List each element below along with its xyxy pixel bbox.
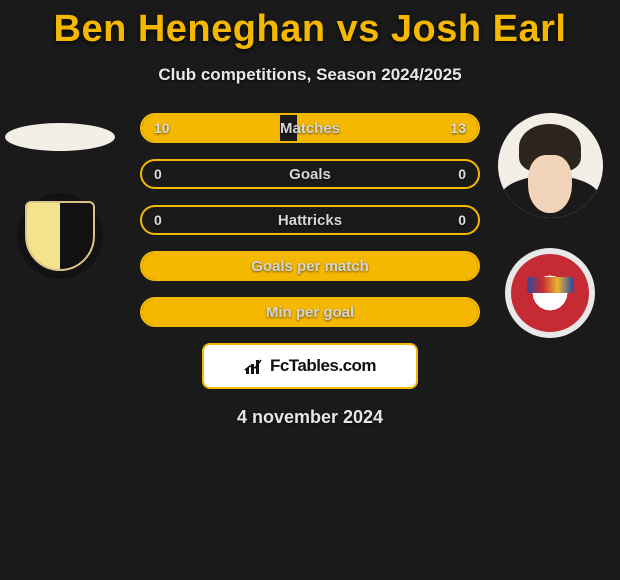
stat-row: 0 Hattricks 0 <box>140 205 480 235</box>
comparison-body: 10 Matches 13 0 Goals 0 0 Hattricks 0 Go… <box>0 113 620 428</box>
stat-label: Goals per match <box>142 253 478 279</box>
circle-badge-icon <box>511 254 589 332</box>
stat-row: Goals per match <box>140 251 480 281</box>
stat-label: Min per goal <box>142 299 478 325</box>
right-column <box>490 113 610 338</box>
shield-icon <box>25 201 95 271</box>
stat-rows: 10 Matches 13 0 Goals 0 0 Hattricks 0 Go… <box>140 113 480 327</box>
stat-value-right: 13 <box>438 115 478 141</box>
stat-value-right <box>454 299 478 325</box>
bar-chart-icon <box>244 356 266 376</box>
badge-banner-icon <box>527 277 573 293</box>
stat-value-right: 0 <box>446 207 478 233</box>
stat-row: 0 Goals 0 <box>140 159 480 189</box>
stat-label: Matches <box>142 115 478 141</box>
comparison-subtitle: Club competitions, Season 2024/2025 <box>0 65 620 85</box>
left-column <box>0 113 120 279</box>
stat-label: Goals <box>142 161 478 187</box>
stat-value-right <box>454 253 478 279</box>
avatar-face <box>528 155 572 213</box>
branding-text: FcTables.com <box>270 356 376 376</box>
player-left-avatar <box>5 123 115 151</box>
comparison-title: Ben Heneghan vs Josh Earl <box>0 0 620 51</box>
comparison-date: 4 november 2024 <box>0 407 620 428</box>
club-right-badge <box>505 248 595 338</box>
branding-card: FcTables.com <box>202 343 418 389</box>
club-left-badge <box>17 193 103 279</box>
stat-label: Hattricks <box>142 207 478 233</box>
stat-row: 10 Matches 13 <box>140 113 480 143</box>
player-right-avatar <box>498 113 603 218</box>
stat-value-right: 0 <box>446 161 478 187</box>
stat-row: Min per goal <box>140 297 480 327</box>
